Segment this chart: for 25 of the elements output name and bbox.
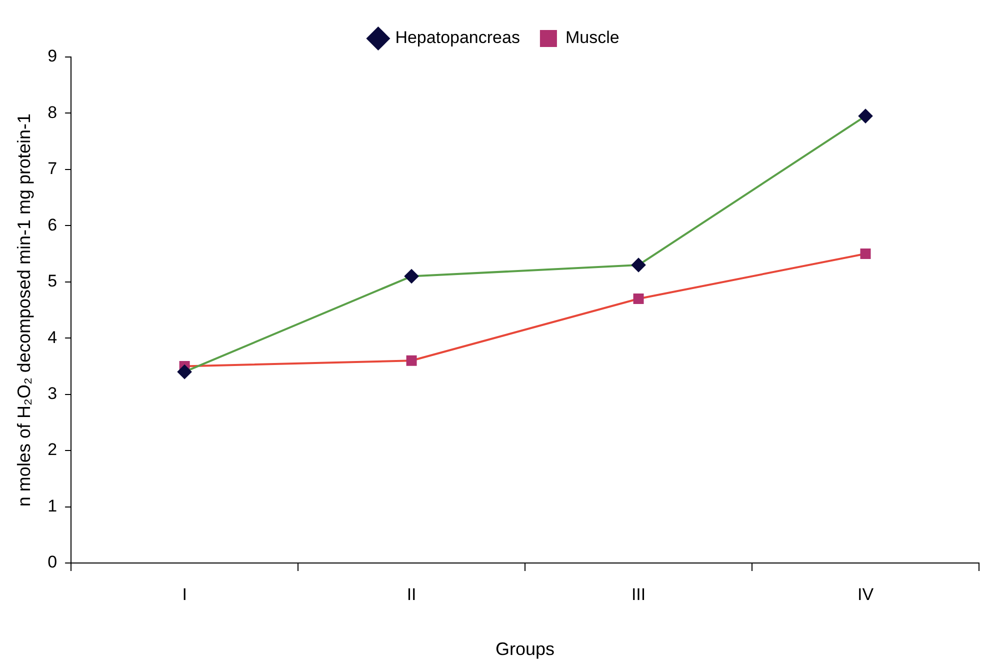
x-tick-label: III bbox=[631, 584, 646, 604]
y-tick-label: 3 bbox=[48, 384, 58, 404]
x-tick-label: IV bbox=[857, 584, 874, 604]
legend-label: Muscle bbox=[565, 28, 620, 48]
point bbox=[404, 269, 419, 284]
x-tick-label: I bbox=[182, 584, 187, 604]
legend-label: Hepatopancreas bbox=[395, 28, 520, 48]
y-tick-label: 6 bbox=[48, 215, 58, 234]
x-tick-label: II bbox=[406, 584, 416, 604]
y-tick-label: 9 bbox=[48, 46, 58, 66]
point bbox=[406, 355, 417, 366]
y-tick-label: 7 bbox=[48, 159, 58, 178]
y-tick-label: 4 bbox=[48, 328, 58, 347]
y-tick-label: 1 bbox=[48, 496, 58, 516]
point bbox=[633, 294, 644, 304]
y-tick-label: 8 bbox=[48, 102, 58, 122]
point bbox=[858, 109, 873, 124]
point bbox=[178, 364, 192, 379]
point bbox=[632, 258, 646, 272]
point bbox=[860, 248, 871, 260]
y-tick-label: 2 bbox=[48, 440, 58, 460]
y-tick-label: 0 bbox=[48, 552, 58, 572]
x-axis-title: Groups bbox=[496, 639, 555, 660]
y-axis-title: n moles of H₂O₂ decomposed min-1 mg protein-1 bbox=[14, 113, 34, 507]
y-tick-label: 5 bbox=[48, 272, 58, 291]
